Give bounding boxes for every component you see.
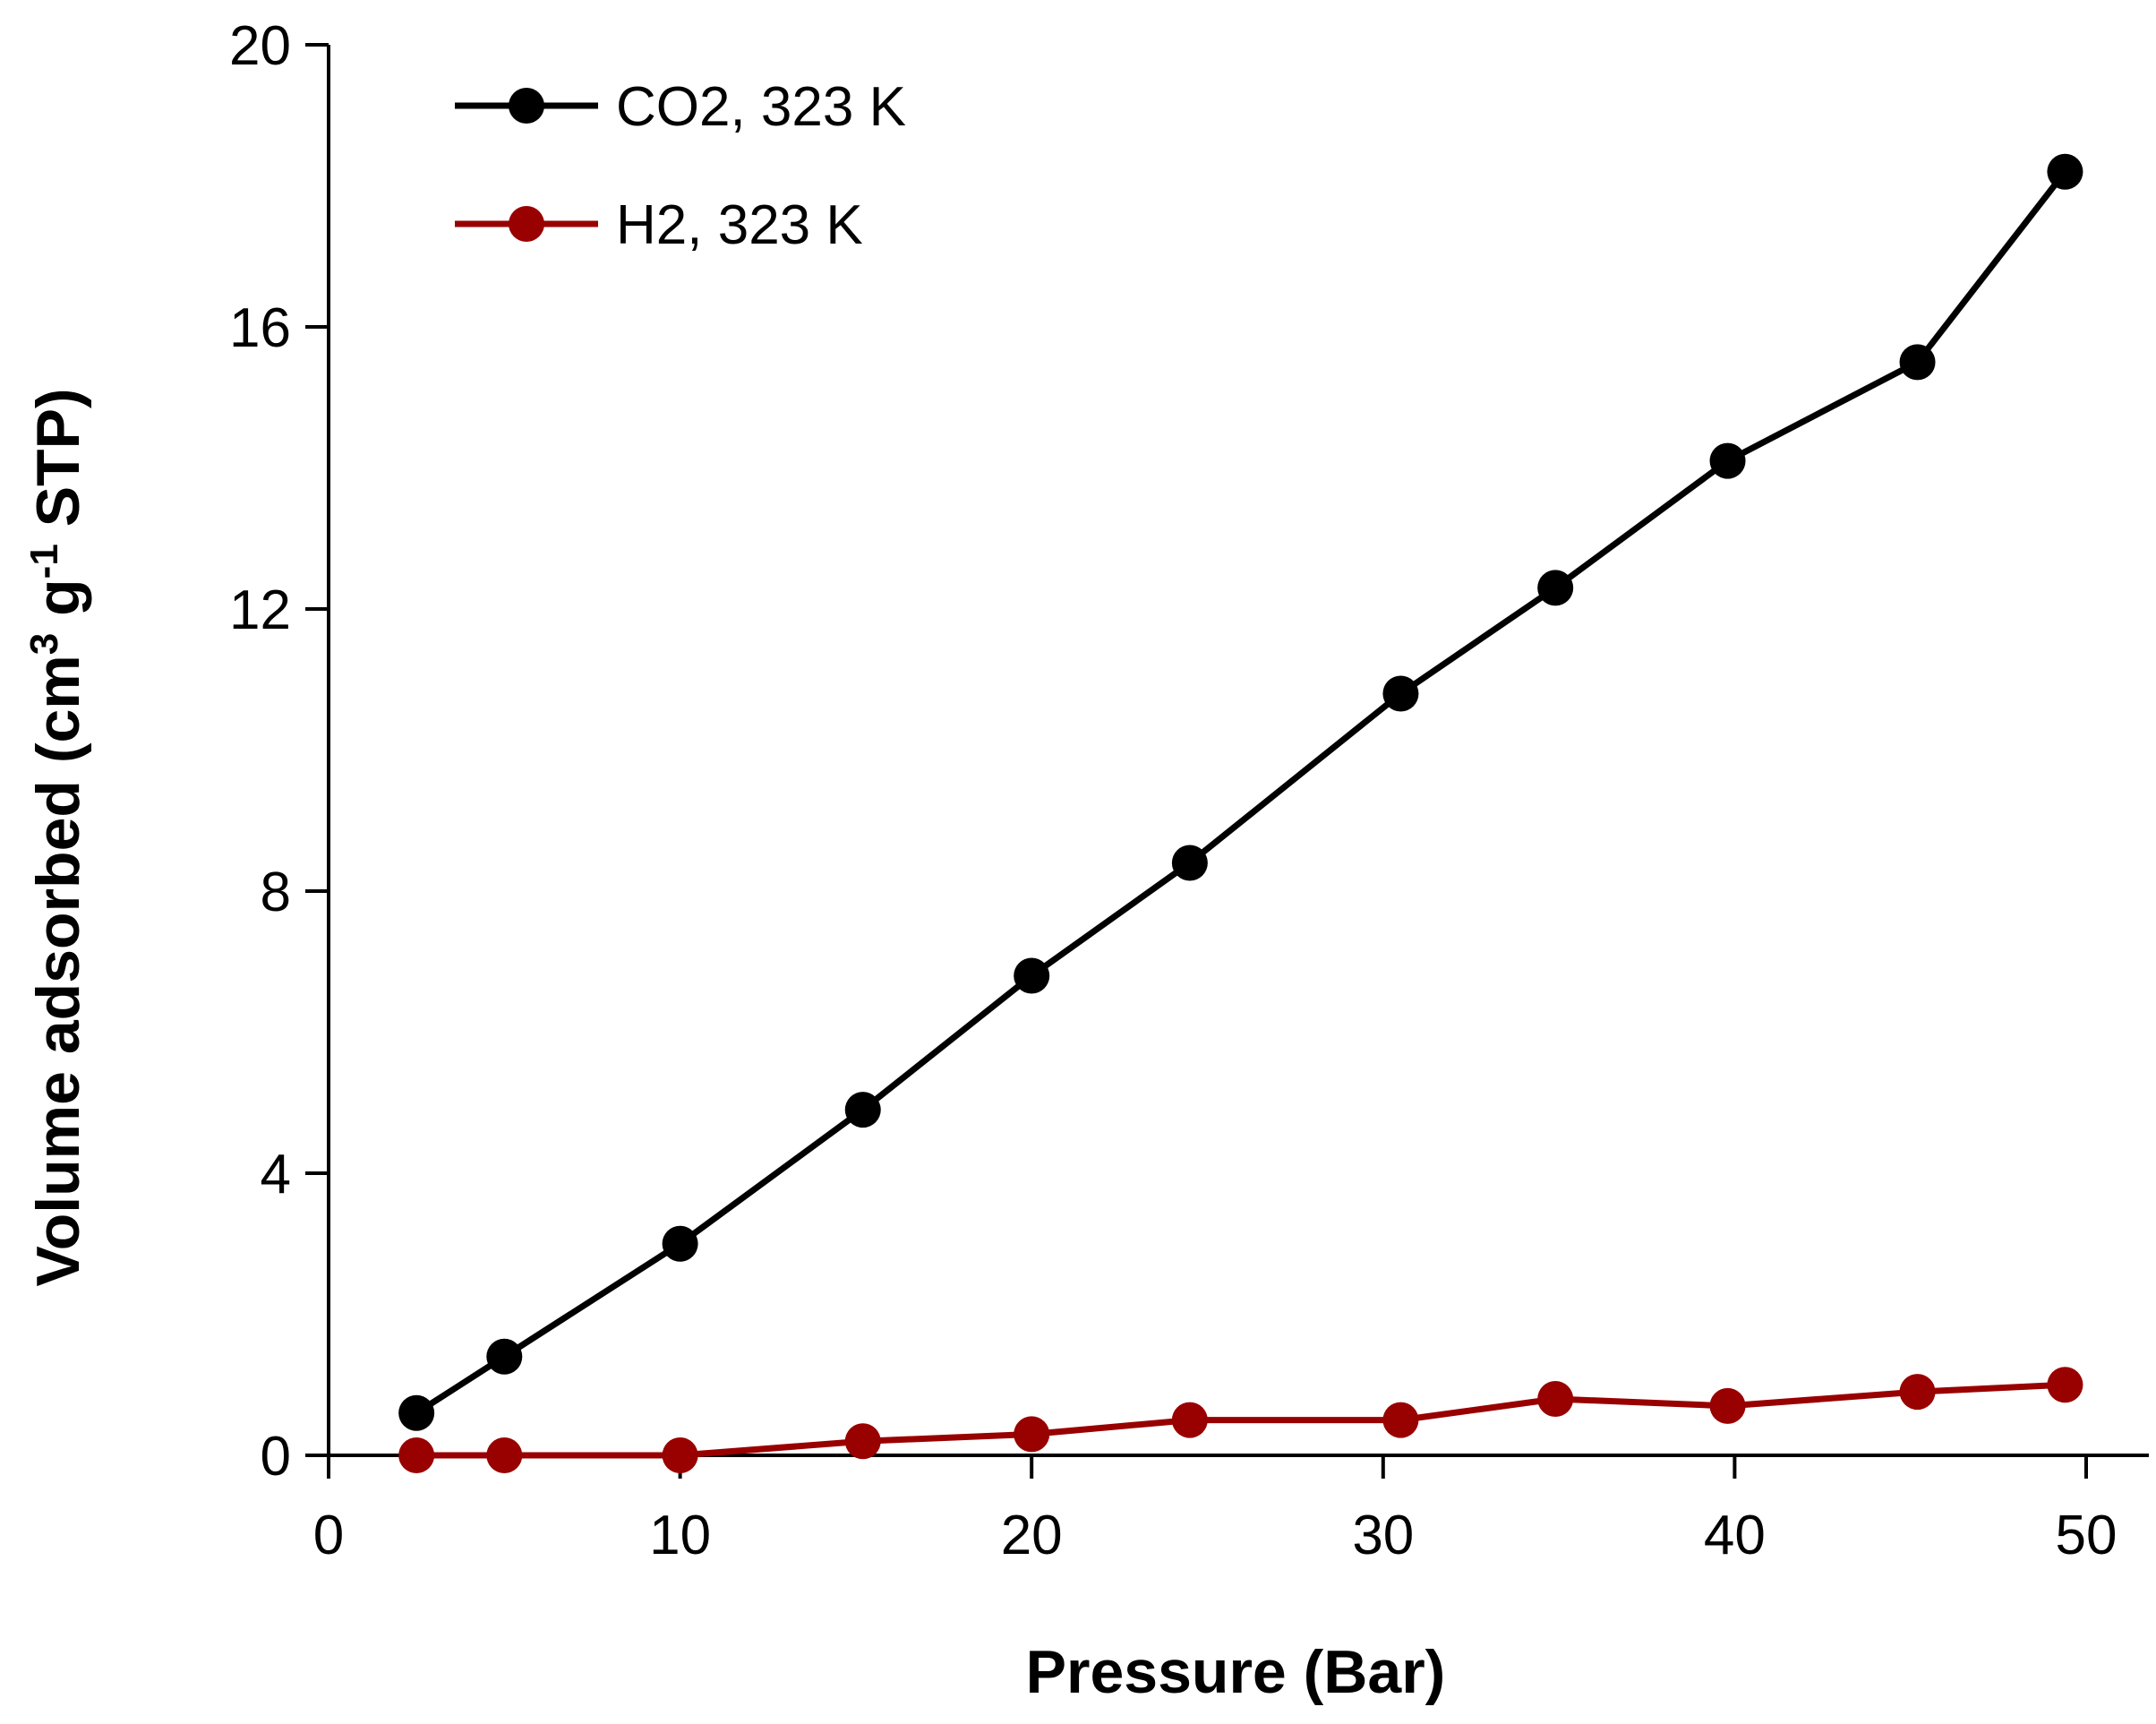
data-point-co2 [1899, 344, 1936, 381]
y-tick-label: 0 [261, 1426, 291, 1488]
data-point-co2 [662, 1225, 698, 1262]
data-point-h2 [662, 1437, 698, 1473]
data-point-h2 [2047, 1367, 2083, 1403]
data-point-h2 [1014, 1416, 1050, 1453]
legend-item-h2: H2, 323 K [455, 194, 863, 256]
y-axis-title-main: Volume adsorbed (cm [24, 655, 92, 1286]
series-line-co2 [415, 169, 2068, 1416]
x-axis-title: Pressure (Bar) [1026, 1638, 1446, 1706]
x-tick-label: 20 [1001, 1505, 1063, 1566]
data-point-h2 [398, 1437, 435, 1473]
data-point-co2 [1171, 845, 1208, 881]
data-point-h2 [1537, 1381, 1574, 1417]
y-tick-label: 4 [261, 1144, 291, 1205]
data-point-h2 [1899, 1374, 1936, 1411]
series-co2 [398, 153, 2083, 1431]
x-tick-label: 10 [649, 1505, 711, 1566]
data-point-h2 [1709, 1387, 1746, 1424]
axis-titles: Pressure (Bar) Volume adsorbed (cm3 g-1 … [22, 388, 1445, 1706]
legend-swatch-marker [509, 206, 544, 242]
data-point-co2 [398, 1394, 435, 1431]
x-tick-label: 30 [1352, 1505, 1414, 1566]
y-tick-label: 8 [261, 862, 291, 923]
series-line-h2 [416, 1381, 2066, 1459]
y-axis-title: Volume adsorbed (cm3 g-1 STP) [22, 388, 92, 1286]
legend-label: CO2, 323 K [616, 76, 906, 138]
y-axis-title-end: STP) [24, 388, 92, 544]
series-group [398, 153, 2083, 1473]
legend-swatch-marker [509, 88, 544, 124]
legend: CO2, 323 K H2, 323 K [455, 76, 906, 256]
y-tick-label: 20 [229, 15, 291, 77]
y-tick-label: 16 [229, 297, 291, 359]
legend-label: H2, 323 K [616, 194, 863, 256]
y-axis-title-mid: g [24, 579, 92, 632]
data-point-co2 [2047, 153, 2083, 190]
data-point-co2 [1537, 570, 1574, 606]
data-point-co2 [1014, 957, 1050, 994]
x-tick-label: 40 [1704, 1505, 1766, 1566]
data-point-co2 [1709, 442, 1746, 479]
data-point-co2 [844, 1092, 881, 1128]
series-h2 [398, 1367, 2083, 1473]
data-point-h2 [1382, 1402, 1419, 1438]
y-axis-title-sup-1: 3 [22, 633, 66, 655]
y-axis-title-sup-2: -1 [22, 544, 66, 579]
data-point-co2 [486, 1338, 523, 1375]
data-point-h2 [1171, 1402, 1208, 1438]
y-tick-label: 12 [229, 579, 291, 641]
legend-item-co2: CO2, 323 K [455, 76, 906, 138]
x-tick-label: 0 [313, 1505, 344, 1566]
data-point-co2 [1382, 675, 1419, 712]
x-tick-label: 50 [2056, 1505, 2118, 1566]
axes: 0 4 8 12 16 20 0 10 20 30 40 50 [229, 15, 2149, 1566]
data-point-h2 [844, 1423, 881, 1460]
data-point-h2 [486, 1437, 523, 1473]
